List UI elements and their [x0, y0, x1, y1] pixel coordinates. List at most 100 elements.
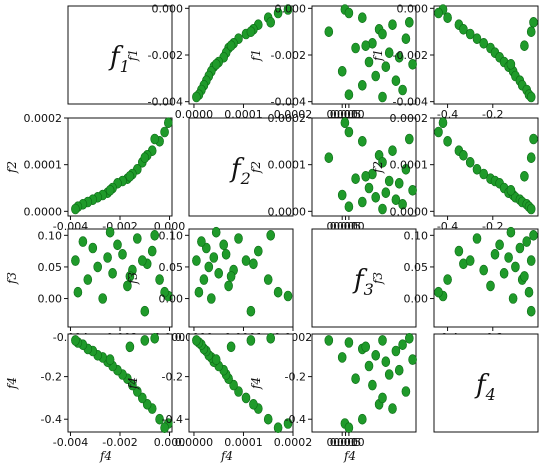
point-15 — [371, 192, 381, 203]
point-21 — [529, 16, 538, 28]
point-22 — [246, 335, 256, 346]
point-15 — [511, 261, 520, 273]
point-7 — [133, 233, 142, 244]
point-4 — [388, 145, 397, 156]
diag-sub: 3 — [364, 280, 374, 299]
point-3 — [155, 413, 164, 425]
point-1 — [438, 117, 448, 128]
point-23 — [520, 271, 529, 282]
point-15 — [371, 70, 381, 82]
point-6 — [378, 392, 387, 404]
point-14 — [337, 352, 347, 363]
point-6 — [241, 392, 251, 404]
point-23 — [226, 271, 236, 282]
point-5 — [459, 150, 468, 161]
point-1 — [283, 290, 293, 302]
y-tick-label: 0.000 — [152, 2, 184, 15]
point-15 — [371, 349, 381, 361]
panel-r4-c1: -0.004 -0.002 0.000 -0.4 -0.2 f4 — [5, 332, 185, 449]
point-15 — [204, 261, 214, 273]
point-22 — [140, 152, 150, 163]
point-8 — [479, 168, 489, 180]
y-tick-label: 0.10 — [38, 229, 63, 242]
point-24 — [211, 226, 221, 238]
y-axis-label: f2 — [371, 161, 385, 174]
point-21 — [529, 133, 538, 145]
y-tick-label: -0.2 — [41, 371, 62, 384]
point-6 — [465, 28, 475, 40]
point-19 — [524, 286, 534, 298]
point-16 — [88, 242, 98, 254]
point-1 — [283, 4, 293, 15]
y-tick-label: -0.004 — [393, 96, 428, 109]
point-11 — [394, 51, 404, 63]
y-tick-label: 0.10 — [159, 229, 184, 242]
point-19 — [344, 337, 354, 348]
point-11 — [394, 364, 404, 376]
point-3 — [155, 274, 164, 285]
point-13 — [381, 61, 391, 72]
point-9 — [351, 373, 360, 385]
point-19 — [194, 286, 204, 298]
point-6 — [465, 255, 475, 266]
point-21 — [404, 332, 414, 344]
point-2 — [434, 286, 443, 298]
point-22 — [526, 152, 536, 163]
point-23 — [361, 171, 371, 182]
point-4 — [388, 19, 397, 31]
point-18 — [398, 339, 407, 351]
x-tick-label: 0.005 — [330, 436, 362, 449]
point-10 — [118, 249, 127, 260]
panel-frame — [67, 5, 173, 105]
point-22 — [526, 305, 536, 317]
point-21 — [404, 16, 414, 28]
y-tick-label: 0.0002 — [390, 112, 429, 125]
point-12 — [214, 267, 223, 279]
point-12 — [364, 56, 374, 68]
y-tick-label: 0.0001 — [390, 159, 429, 172]
point-10 — [384, 47, 394, 59]
point-20 — [192, 335, 201, 346]
point-17 — [199, 274, 209, 285]
point-5 — [459, 23, 468, 35]
y-axis-label: f1 — [126, 49, 140, 62]
point-8 — [368, 379, 377, 391]
point-17 — [83, 274, 93, 285]
point-24 — [105, 354, 115, 365]
point-9 — [486, 280, 495, 292]
point-22 — [526, 26, 536, 38]
point-9 — [351, 173, 360, 184]
point-10 — [384, 369, 394, 380]
y-tick-label: -0.4 — [285, 413, 306, 426]
point-5 — [249, 398, 258, 410]
point-9 — [224, 280, 233, 292]
point-8 — [479, 37, 489, 49]
point-4 — [147, 245, 157, 257]
x-tick-label: 0.000 — [326, 436, 358, 449]
point-24 — [506, 59, 516, 70]
point-20 — [71, 255, 80, 266]
y-tick-label: 0.00 — [404, 293, 429, 306]
y-tick-label: 0.00 — [159, 293, 184, 306]
point-9 — [123, 280, 132, 292]
point-7 — [401, 386, 411, 397]
point-9 — [351, 42, 360, 54]
point-24 — [408, 59, 417, 70]
point-23 — [520, 171, 529, 182]
point-8 — [479, 264, 489, 276]
point-7 — [234, 233, 243, 244]
point-21 — [529, 230, 538, 241]
point-20 — [192, 255, 201, 266]
point-7 — [401, 33, 411, 45]
point-2 — [434, 126, 443, 138]
point-22 — [324, 26, 334, 38]
point-11 — [394, 178, 404, 189]
point-5 — [249, 258, 258, 270]
point-6 — [138, 255, 147, 266]
y-axis-label: f4 — [5, 377, 19, 390]
point-4 — [253, 245, 263, 257]
point-23 — [226, 40, 236, 52]
